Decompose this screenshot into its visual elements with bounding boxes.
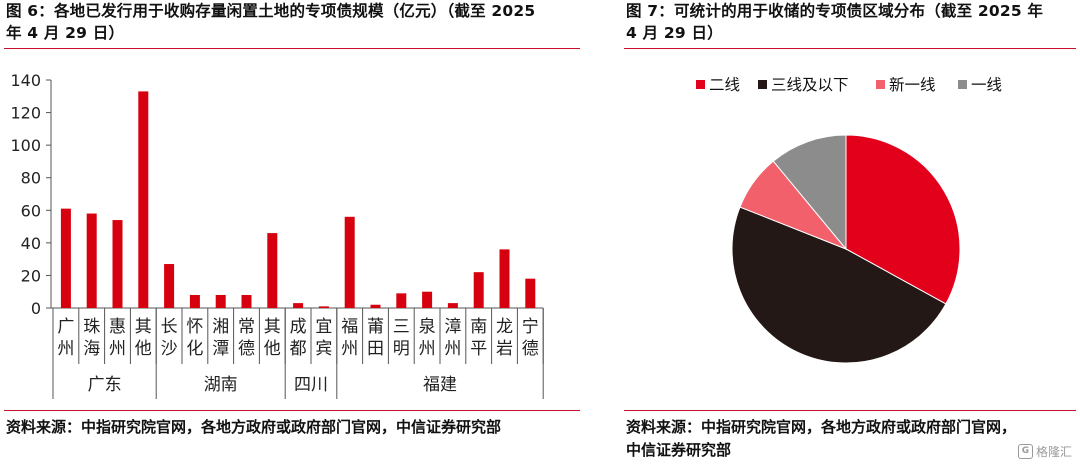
x-tick-label: 宜 (315, 317, 332, 337)
bar (293, 303, 304, 308)
x-tick-label: 宾 (315, 339, 332, 359)
pie-slice (772, 134, 847, 251)
bar (499, 249, 510, 308)
pie-slice (845, 134, 961, 305)
x-tick-label: 福 (341, 317, 358, 337)
x-tick-label: 明 (393, 339, 410, 359)
x-tick-label: 南 (470, 317, 487, 337)
right-source-line1: 资料来源：中指研究院官网，各地方政府或政府部门官网， (626, 418, 1017, 436)
x-tick-label: 怀 (186, 317, 203, 337)
left-source-divider (4, 410, 580, 411)
legend-label: 二线 (709, 76, 740, 94)
bar (86, 213, 97, 308)
right-source-line2: 中信证券研究部 (626, 441, 732, 459)
pie-chart: 二线 三线及以下 新一线 一线 (696, 76, 1002, 364)
x-tick-label: 他 (264, 339, 281, 359)
x-tick-label: 州 (419, 339, 436, 359)
legend-swatch (696, 80, 705, 89)
legend-swatch (876, 80, 885, 89)
bar-chart: 020406080100120140广州珠海惠州其他长沙怀化湘潭常德其他成都宜宾… (10, 71, 544, 399)
x-tick-label: 德 (522, 339, 539, 359)
right-source: 资料来源：中指研究院官网，各地方政府或政府部门官网， 中信证券研究部 (626, 416, 1016, 462)
right-title-line2: 4 月 29 日） (626, 24, 723, 42)
right-title-line1: 图 7：可统计的用于收储的专项债区域分布（截至 2025 年 (626, 2, 1044, 20)
x-tick-label: 其 (135, 317, 152, 337)
watermark: G 格隆汇 (1017, 443, 1072, 460)
x-tick-label: 广 (57, 317, 74, 337)
x-tick-label: 漳 (444, 317, 461, 337)
x-tick-label: 成 (290, 317, 307, 337)
x-tick-label: 潭 (212, 339, 229, 359)
left-title-divider (4, 48, 580, 49)
x-tick-label: 州 (109, 339, 126, 359)
watermark-logo-icon: G (1017, 444, 1033, 459)
right-chart-title: 图 7：可统计的用于收储的专项债区域分布（截至 2025 年 4 月 29 日） (626, 0, 1076, 44)
bar (473, 272, 484, 308)
bar (241, 294, 252, 308)
x-tick-label: 州 (57, 339, 74, 359)
x-tick-label: 化 (186, 339, 203, 359)
x-tick-label: 都 (290, 339, 307, 359)
left-source: 资料来源：中指研究院官网，各地方政府或政府部门官网，中信证券研究部 (6, 418, 502, 436)
group-label: 湖南 (204, 375, 238, 395)
y-tick-label: 120 (10, 104, 41, 123)
y-tick-label: 60 (21, 201, 41, 220)
x-tick-label: 宁 (522, 317, 539, 337)
bar (447, 303, 458, 308)
bar (215, 294, 226, 308)
bar (370, 304, 381, 308)
left-chart-title: 图 6：各地已发行用于收购存量闲置土地的专项债规模（亿元）（截至 2025 年 … (6, 0, 586, 44)
group-label: 广东 (88, 375, 122, 395)
group-label: 四川 (294, 375, 328, 395)
bar (189, 294, 200, 308)
x-tick-label: 州 (444, 339, 461, 359)
x-tick-label: 常 (238, 317, 255, 337)
x-tick-label: 珠 (83, 317, 100, 337)
bar (344, 216, 355, 308)
legend-swatch (758, 80, 767, 89)
y-tick-label: 100 (10, 136, 41, 155)
watermark-text: 格隆汇 (1035, 445, 1072, 459)
left-title-line2: 年 4 月 29 日） (6, 24, 125, 42)
x-tick-label: 其 (264, 317, 281, 337)
legend-label: 三线及以下 (771, 76, 849, 94)
bar (525, 278, 536, 308)
bar (60, 208, 71, 308)
x-tick-label: 龙 (496, 317, 513, 337)
x-tick-label: 莆 (367, 317, 384, 337)
y-tick-label: 40 (21, 234, 41, 253)
x-tick-label: 湘 (212, 317, 229, 337)
x-tick-label: 平 (470, 339, 487, 359)
bar (396, 293, 407, 308)
x-tick-label: 他 (135, 339, 152, 359)
bar (164, 264, 175, 308)
y-tick-label: 0 (31, 299, 41, 318)
x-tick-label: 德 (238, 339, 255, 359)
x-tick-label: 州 (341, 339, 358, 359)
bar (318, 306, 329, 308)
pie-slice (731, 206, 947, 364)
right-title-divider (624, 48, 1076, 49)
bar (112, 220, 123, 308)
legend-swatch (958, 80, 967, 89)
legend-label: 新一线 (889, 76, 936, 94)
bar (267, 233, 278, 308)
x-tick-label: 岩 (496, 339, 513, 359)
group-label: 福建 (423, 375, 457, 395)
x-tick-label: 沙 (161, 339, 178, 359)
x-tick-label: 三 (393, 317, 410, 337)
x-tick-label: 泉 (419, 317, 436, 337)
x-tick-label: 田 (367, 339, 384, 359)
x-tick-label: 长 (161, 317, 178, 337)
bar (422, 291, 433, 308)
y-tick-label: 140 (10, 71, 41, 90)
y-tick-label: 80 (21, 169, 41, 188)
y-tick-label: 20 (21, 266, 41, 285)
right-source-divider (624, 410, 1076, 411)
left-title-line1: 图 6：各地已发行用于收购存量闲置土地的专项债规模（亿元）（截至 2025 (6, 2, 536, 20)
legend-label: 一线 (971, 76, 1002, 94)
x-tick-label: 海 (83, 339, 100, 359)
bar (138, 91, 149, 309)
x-tick-label: 惠 (109, 317, 126, 337)
